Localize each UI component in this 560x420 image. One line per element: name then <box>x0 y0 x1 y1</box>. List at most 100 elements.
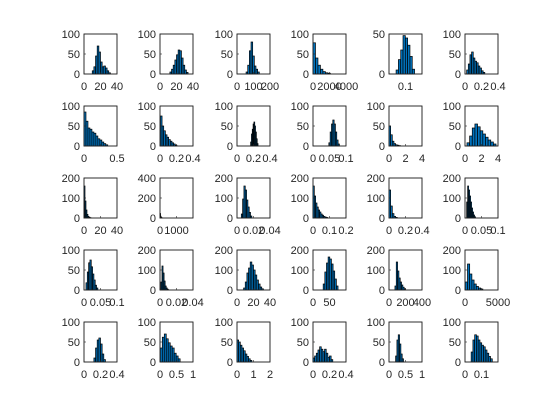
y-tick-label: 50 <box>144 121 156 133</box>
x-tick-label: 0 <box>386 153 392 165</box>
x-tick-label: 0.2 <box>474 81 489 93</box>
y-tick-label: 0 <box>303 213 309 225</box>
y-tick-label: 0 <box>455 69 461 81</box>
x-tick-label: 2 <box>267 369 273 381</box>
y-tick-label: 100 <box>367 193 385 205</box>
y-tick-label: 0 <box>379 141 385 153</box>
y-tick-label: 100 <box>215 101 233 113</box>
x-tick-label: 0 <box>386 225 392 237</box>
x-tick-label: 4000 <box>334 81 358 93</box>
histogram-bar <box>466 142 470 147</box>
y-tick-label: 100 <box>291 29 309 41</box>
subplot-r1-c1: 0 50 100 0 0.2 0.4 <box>138 101 201 165</box>
x-tick-label: 0 <box>157 369 163 381</box>
x-tick-label: 2 <box>478 153 484 165</box>
subplot-r4-c5: 0 50 100 0 0.1 <box>443 317 499 381</box>
axes-box <box>388 105 423 147</box>
x-tick-label: 0.05 <box>319 153 340 165</box>
axes-box <box>312 105 347 147</box>
y-tick-label: 50 <box>449 337 461 349</box>
x-tick-label: 0.4 <box>262 153 277 165</box>
subplot-r4-c1: 0 50 100 0 0.5 1 <box>138 317 196 381</box>
x-tick-label: 0.2 <box>338 225 353 237</box>
y-tick-label: 100 <box>291 101 309 113</box>
y-tick-label: 200 <box>215 173 233 185</box>
x-tick-label: 20 <box>247 297 259 309</box>
y-tick-label: 200 <box>138 245 156 257</box>
x-tick-label: 0 <box>462 369 468 381</box>
y-tick-label: 0 <box>74 285 80 297</box>
histogram-bar <box>474 123 478 147</box>
y-tick-label: 0 <box>150 69 156 81</box>
x-tick-label: 0.4 <box>109 369 124 381</box>
x-tick-label: 0.2 <box>246 153 261 165</box>
subplot-r2-c4: 0 100 200 0 0.2 0.4 <box>367 173 430 237</box>
x-tick-label: 0.02 <box>243 225 264 237</box>
x-tick-label: 0.2 <box>322 369 337 381</box>
x-tick-label: 0 <box>157 81 163 93</box>
y-tick-label: 0 <box>455 285 461 297</box>
histogram-bar <box>317 64 321 75</box>
x-tick-label: 0 <box>81 81 87 93</box>
y-tick-label: 100 <box>367 265 385 277</box>
x-tick-label: 0 <box>310 225 316 237</box>
y-tick-label: 100 <box>138 29 156 41</box>
x-tick-label: 0 <box>386 297 392 309</box>
y-tick-label: 50 <box>144 49 156 61</box>
y-tick-label: 100 <box>443 29 461 41</box>
y-tick-label: 100 <box>291 317 309 329</box>
y-tick-label: 100 <box>138 265 156 277</box>
x-tick-label: 0.04 <box>182 297 203 309</box>
y-tick-label: 50 <box>449 121 461 133</box>
y-tick-label: 200 <box>443 245 461 257</box>
y-tick-label: 50 <box>297 337 309 349</box>
axes-box <box>236 177 271 219</box>
subplot-r4-c0: 0 50 100 0 0.2 0.4 <box>62 317 125 381</box>
subplot-r1-c0: 0 50 100 0 0.5 <box>62 101 125 165</box>
x-tick-label: 0 <box>81 297 87 309</box>
x-tick-label: 0.04 <box>259 225 280 237</box>
x-tick-label: 0 <box>462 225 468 237</box>
y-tick-label: 100 <box>62 29 80 41</box>
histogram-bar <box>487 139 492 147</box>
y-tick-label: 200 <box>291 245 309 257</box>
x-tick-label: 0.1 <box>474 369 489 381</box>
x-tick-label: 0 <box>81 369 87 381</box>
subplot-r2-c0: 0 100 200 0 20 40 <box>62 173 123 237</box>
y-tick-label: 0 <box>74 213 80 225</box>
y-tick-label: 100 <box>138 317 156 329</box>
x-tick-label: 0.2 <box>398 225 413 237</box>
y-tick-label: 100 <box>215 317 233 329</box>
y-tick-label: 100 <box>291 193 309 205</box>
y-tick-label: 50 <box>221 337 233 349</box>
x-tick-label: 20 <box>94 225 106 237</box>
x-tick-label: 0.02 <box>166 297 187 309</box>
y-tick-label: 50 <box>449 49 461 61</box>
y-tick-label: 0 <box>379 213 385 225</box>
x-tick-label: 0.5 <box>398 369 413 381</box>
y-tick-label: 50 <box>68 121 80 133</box>
y-tick-label: 0 <box>150 213 156 225</box>
x-tick-label: 0 <box>462 81 468 93</box>
y-tick-label: 100 <box>62 317 80 329</box>
histogram-bar <box>411 68 415 75</box>
x-tick-label: 0.1 <box>322 225 337 237</box>
subplot-r0-c1: 0 50 100 0 20 40 <box>138 29 199 93</box>
x-tick-label: 0.5 <box>169 369 184 381</box>
subplot-r3-c2: 0 100 200 0 20 40 <box>215 245 276 309</box>
histogram-bar <box>315 57 319 75</box>
y-tick-label: 50 <box>373 121 385 133</box>
x-tick-label: 0 <box>310 153 316 165</box>
x-tick-label: 0.2 <box>93 369 108 381</box>
x-tick-label: 0 <box>310 297 316 309</box>
x-tick-label: 50 <box>323 297 335 309</box>
subplot-r1-c2: 0 50 100 0 0.2 0.4 <box>215 101 278 165</box>
axes-box <box>83 177 118 219</box>
x-tick-label: 0 <box>310 369 316 381</box>
subplot-r0-c4: 0 50 0.1 <box>373 29 423 93</box>
